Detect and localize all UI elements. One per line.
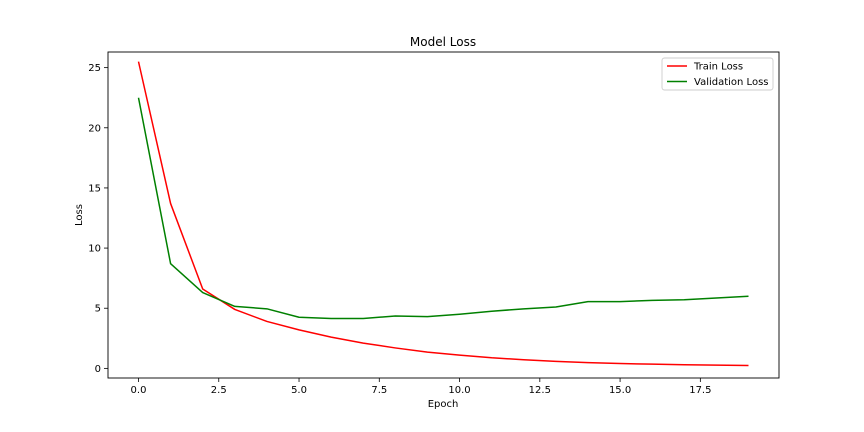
x-axis: 0.0 2.5 5.0 7.5 10.0 12.5 15.0 17.5: [131, 378, 711, 396]
x-tick-label: 7.5: [371, 385, 387, 396]
axes-frame: [107, 51, 780, 379]
x-tick-label: 12.5: [529, 385, 551, 396]
x-tick-label: 10.0: [448, 385, 470, 396]
chart-title: Model Loss: [410, 35, 476, 49]
plot-area: [137, 61, 749, 367]
x-axis-label: Epoch: [428, 399, 459, 410]
y-axis-label: Loss: [74, 204, 85, 226]
y-tick-label: 20: [88, 123, 101, 134]
y-tick-label: 5: [95, 304, 101, 315]
y-axis: 0 5 10 15 20 25: [88, 63, 108, 375]
x-tick-label: 5.0: [291, 385, 307, 396]
x-tick-label: 17.5: [689, 385, 711, 396]
legend-label: Train Loss: [693, 62, 743, 73]
y-tick-label: 15: [88, 183, 101, 194]
x-tick-label: 2.5: [211, 385, 227, 396]
y-tick-label: 0: [95, 364, 101, 375]
series-line-train-loss: [137, 61, 749, 367]
y-tick-label: 25: [88, 63, 101, 74]
y-tick-label: 10: [88, 244, 101, 255]
legend-label: Validation Loss: [694, 77, 769, 88]
legend: Train Loss Validation Loss: [661, 57, 774, 91]
series-line-validation-loss: [137, 97, 749, 320]
legend-box: [661, 57, 774, 91]
x-tick-label: 15.0: [609, 385, 631, 396]
x-tick-label: 0.0: [131, 385, 147, 396]
